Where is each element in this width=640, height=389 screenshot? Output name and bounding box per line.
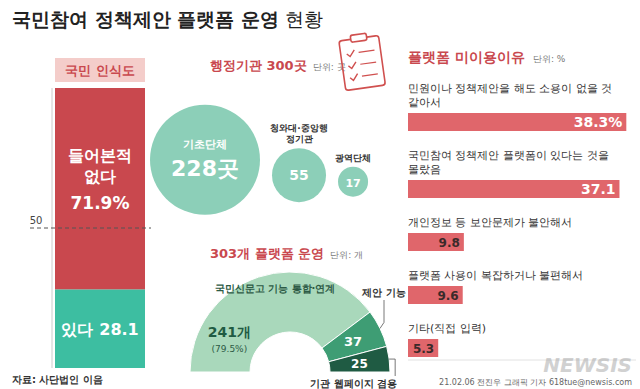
- data-label: 38.3%: [574, 114, 623, 130]
- icon-clip: [350, 33, 367, 42]
- donut-segment: [329, 346, 390, 372]
- title-text: 국민참여 정책제안 플랫폼 운영: [12, 8, 279, 30]
- unit-label: 단위: 곳: [313, 62, 346, 72]
- bar: [408, 113, 626, 131]
- platform-donut: 303개 플랫폼 운영 단위: 개 241개 (79.5%) 국민신문고 기능 통합·연…: [190, 246, 406, 389]
- bars: [408, 113, 626, 357]
- bar: [408, 286, 463, 304]
- bubble: [338, 167, 368, 197]
- icon-line: [360, 62, 376, 64]
- infographic: 국민참여 정책제안 플랫폼 운영 현황국민 인식도 50 들어본적없다 71.9% 있다 2…: [0, 0, 640, 389]
- awareness-chart: 국민 인식도 50 들어본적없다 71.9% 있다 28.1: [30, 58, 151, 368]
- data-label: 55: [289, 167, 308, 183]
- bubble: [150, 105, 260, 215]
- chart-title: 행정기관 300곳: [210, 58, 307, 73]
- category-label: 몰랐음: [408, 163, 441, 176]
- labels: 민원이나 정책제안을 해도 소용이 없을 것같아서 38.3% 국민참여 정책제안 …: [408, 82, 622, 356]
- chart-title: 국민 인식도: [65, 63, 135, 78]
- main-title: 국민참여 정책제안 플랫폼 운영 현황: [12, 8, 323, 30]
- category-label: 개인정보 등 보안문제가 불안해서: [408, 216, 573, 229]
- data-label: 37.1: [581, 181, 616, 197]
- data-label: 28.1: [99, 320, 138, 339]
- category-label: 기초단체: [183, 138, 227, 151]
- bar-segment: [55, 88, 145, 289]
- chart-title: 303개 플랫폼 운영: [210, 246, 324, 261]
- category-label: 기타(직접 입력): [408, 322, 486, 335]
- data-label: 25: [351, 357, 368, 371]
- chart-title: 플랫폼 미이용이유: [408, 49, 525, 65]
- category-label: 청와대·중앙행: [270, 123, 327, 133]
- category-label: 정기관: [286, 134, 313, 144]
- data-label: 17: [345, 177, 360, 190]
- series-name: 있다: [61, 320, 93, 339]
- category-label: 국민신문고 기능 통합·연계: [215, 283, 336, 294]
- annotation: (79.5%): [212, 344, 248, 354]
- data-label: 5.3: [413, 342, 434, 356]
- data-label: 37: [344, 334, 362, 349]
- data-label: 9.8: [439, 236, 460, 250]
- category-label: 같아서: [408, 96, 441, 109]
- category-label: 광역단체: [335, 153, 371, 163]
- grid-line: [30, 228, 151, 229]
- category-label: 플랫폼 사용이 복잡하거나 불편해서: [408, 269, 584, 282]
- reason-bars: 플랫폼 미이용이유 단위: % 민원이나 정책제안을 해도 소용이 없을 것같아서 3…: [408, 49, 636, 360]
- data-label: 228곳: [171, 156, 239, 181]
- category-label: 국민참여 정책제안 플랫폼이 있다는 것을: [408, 149, 609, 162]
- clipboard-icon: [338, 31, 385, 90]
- data-label: 71.9%: [71, 193, 130, 213]
- watermark: NEWSIS: [543, 353, 632, 377]
- leader-line: [380, 300, 384, 328]
- tick-label: 50: [30, 215, 43, 226]
- unit-label: 단위: %: [533, 54, 566, 64]
- icon-line: [362, 74, 378, 76]
- icon-check: [346, 50, 355, 57]
- bar: [408, 339, 438, 357]
- series-name: 없다: [84, 167, 116, 186]
- icon-check: [348, 62, 357, 69]
- bar: [408, 180, 619, 198]
- icon-check: [350, 74, 359, 81]
- data-label: 241개: [208, 324, 251, 340]
- bar-segment: [55, 289, 145, 368]
- icon-line: [359, 50, 375, 52]
- category-label: 민원이나 정책제안을 해도 소용이 없을 것: [408, 82, 612, 95]
- icon-board: [339, 35, 386, 90]
- credit-note: 21.02.06 전진우 그래픽 기자 618tue@newsis.com: [439, 378, 632, 387]
- unit-label: 단위: 개: [330, 250, 363, 260]
- category-label: 기관 웹페이지 겸용: [310, 378, 397, 389]
- series-name: 들어본적: [68, 146, 132, 165]
- data-label: 9.6: [437, 289, 458, 303]
- data-label-group: 있다 28.1: [61, 320, 138, 339]
- header-box: [55, 58, 145, 82]
- bubble: [272, 148, 326, 202]
- bar: [408, 233, 464, 251]
- title-suffix: 현황: [285, 8, 323, 30]
- source-note: 자료: 사단법인 이음: [12, 374, 103, 385]
- agency-bubbles: 행정기관 300곳 단위: 곳기초단체 228곳 청와대·중앙행정기관 55 광역단체 17: [150, 31, 385, 214]
- leader-line: [389, 359, 395, 376]
- category-label: 제안 기능: [361, 287, 405, 298]
